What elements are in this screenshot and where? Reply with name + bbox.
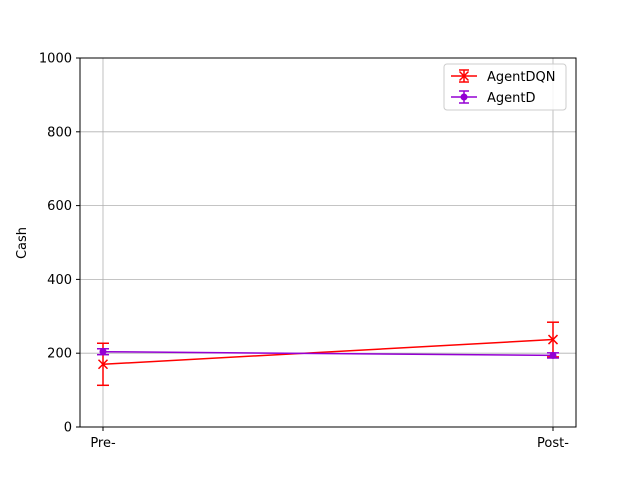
series-line-agentd <box>102 350 554 357</box>
y-tick-label: 200 <box>47 347 72 362</box>
legend-item-agentdqn: AgentDQN <box>451 69 555 85</box>
data-point-legend-agentd <box>460 93 468 101</box>
y-tick-label: 800 <box>47 125 72 140</box>
series-agentdqn <box>97 321 559 387</box>
data-point-agentdqn <box>547 334 559 345</box>
legend-item-agentd: AgentD <box>451 90 536 106</box>
grid-lines <box>80 57 576 428</box>
plot-area-frame <box>79 57 577 428</box>
x-tick-label: Pre- <box>90 436 116 451</box>
legend: AgentDQN AgentD <box>443 63 567 111</box>
y-tick-label: 600 <box>47 199 72 214</box>
data-point-agentd <box>549 351 557 359</box>
data-point-agentdqn <box>97 359 109 370</box>
series-agentd <box>97 348 559 359</box>
x-axis: Pre- Post- <box>90 427 569 451</box>
series-line-agentdqn <box>102 338 554 366</box>
y-tick-label: 1000 <box>39 52 72 67</box>
y-axis-label: Cash <box>15 227 30 259</box>
legend-label: AgentDQN <box>487 70 555 85</box>
data-point-legend-agentdqn <box>458 70 470 82</box>
legend-label: AgentD <box>487 91 536 106</box>
x-tick-label: Post- <box>537 436 569 451</box>
y-axis: 0 200 400 600 800 1000 <box>39 52 80 436</box>
data-point-agentd <box>99 348 107 356</box>
series-layer <box>97 321 559 387</box>
y-tick-label: 0 <box>64 421 72 436</box>
y-tick-label: 400 <box>47 273 72 288</box>
